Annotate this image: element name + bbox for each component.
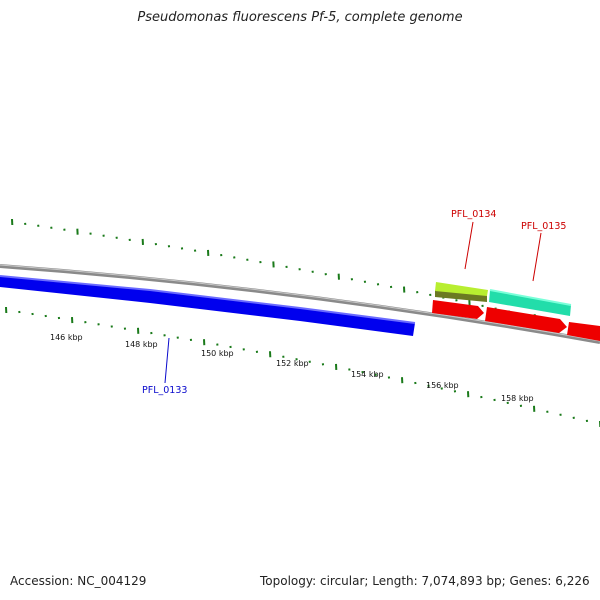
tick-label-152: 152 kbp bbox=[276, 359, 309, 368]
feature-red-block-3 bbox=[567, 322, 600, 341]
callout-pfl-0134 bbox=[464, 221, 474, 270]
feature-lime-block bbox=[435, 282, 488, 296]
tick-label-154: 154 kbp bbox=[351, 370, 384, 379]
feature-teal-block bbox=[489, 290, 571, 316]
accession-text: Accession: NC_004129 bbox=[10, 574, 147, 588]
lower-tick-track bbox=[5, 306, 600, 428]
tick-label-146: 146 kbp bbox=[50, 333, 83, 342]
feature-pfl-0133-highlight bbox=[0, 275, 416, 324]
gene-label-pfl-0133: PFL_0133 bbox=[142, 385, 187, 396]
feature-red-arrow-2 bbox=[485, 307, 567, 333]
callout-pfl-0133 bbox=[164, 337, 170, 384]
tick-label-158: 158 kbp bbox=[501, 394, 534, 403]
tick-label-150: 150 kbp bbox=[201, 349, 234, 358]
gene-label-pfl-0135: PFL_0135 bbox=[521, 221, 566, 232]
genome-backbone-highlight bbox=[0, 264, 600, 342]
map-title: Pseudomonas fluorescens Pf-5, complete g… bbox=[137, 10, 463, 25]
tick-label-148: 148 kbp bbox=[125, 340, 158, 349]
tick-label-156: 156 kbp bbox=[426, 381, 459, 390]
genome-summary-text: Topology: circular; Length: 7,074,893 bp… bbox=[260, 574, 590, 588]
gene-label-pfl-0134: PFL_0134 bbox=[451, 209, 496, 220]
feature-red-arrow-1 bbox=[432, 300, 484, 319]
feature-teal-highlight bbox=[489, 289, 572, 306]
upper-tick-track bbox=[11, 218, 600, 336]
feature-pfl-0133 bbox=[0, 276, 415, 336]
callout-pfl-0135 bbox=[532, 232, 542, 282]
genome-backbone bbox=[0, 264, 600, 344]
